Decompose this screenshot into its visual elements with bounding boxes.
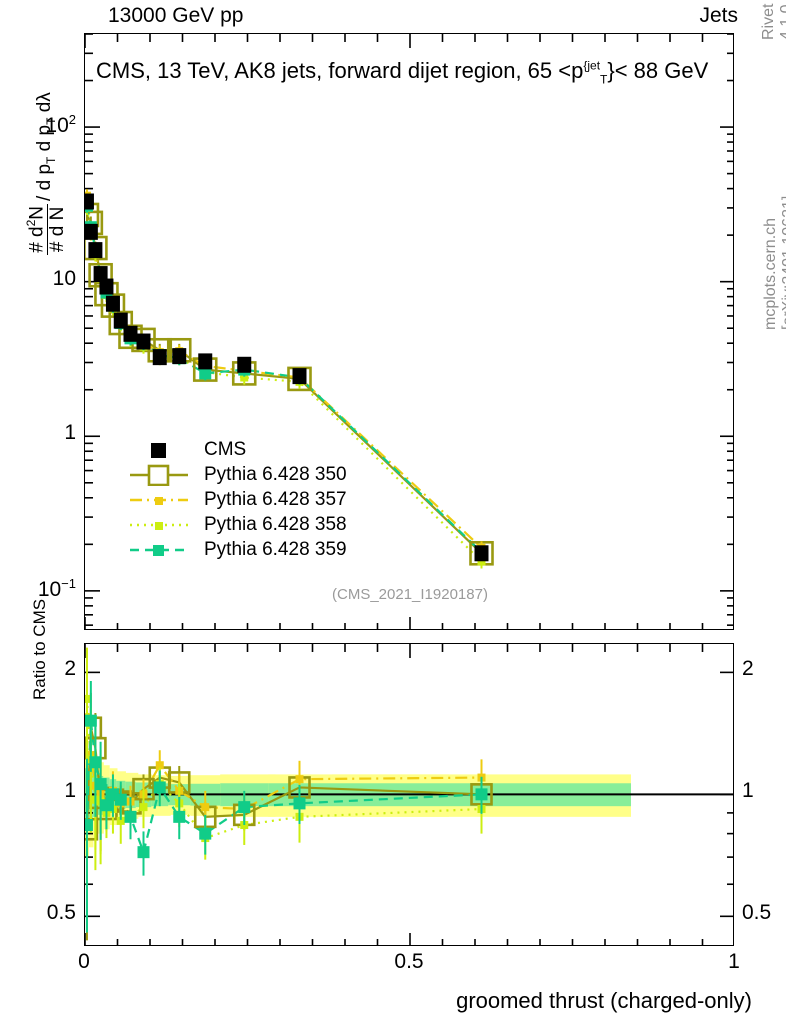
plot-title-suffix: }< 88 GeV (607, 58, 709, 83)
legend-label: CMS (204, 438, 247, 460)
legend-key-icon (128, 489, 190, 511)
main-plot-panel (84, 33, 734, 630)
ratio-tick-label-right-0.5: 0.5 (742, 901, 772, 925)
mcplots-source-label: mcplots.cern.ch [arXiv:2401.10621] (762, 196, 786, 366)
x-tick-label-0: 0 (78, 950, 90, 973)
header-left-label: 13000 GeV pp (108, 4, 244, 27)
plot-title-prefix: CMS, 13 TeV, AK8 jets, forward dijet reg… (96, 58, 584, 83)
plot-title-sub: T (600, 72, 608, 87)
legend: CMS Pythia 6.428 350 Pythia 6.428 357 Pythi… (128, 437, 347, 562)
x-tick-label-0.5: 0.5 (394, 950, 424, 973)
ratio-tick-label-right-2: 2 (742, 657, 754, 681)
ratio-tick-label-right-1: 1 (742, 779, 754, 803)
legend-item-3[interactable]: Pythia 6.428 358 (128, 512, 347, 537)
analysis-watermark: (CMS_2021_I1920187) (332, 586, 488, 603)
ratio-tick-label-left-1: 1 (64, 779, 76, 803)
x-axis-title: groomed thrust (charged-only) (456, 988, 752, 1013)
ratio-tick-label-left-0.5: 0.5 (46, 901, 76, 925)
legend-item-1[interactable]: Pythia 6.428 350 (128, 462, 347, 487)
y-tick-label-1: 1 (64, 421, 76, 445)
legend-label: Pythia 6.428 350 (204, 463, 347, 485)
rivet-version-label: Rivet 4.1.0, ≥ 100k events (760, 0, 786, 130)
y-tick-label-10: 10 (52, 266, 76, 290)
main-plot-canvas (85, 34, 733, 629)
legend-key-icon (128, 539, 190, 561)
x-tick-label-1: 1 (728, 950, 740, 973)
plot-title-sup: {jet (583, 58, 601, 73)
mcplots-source-text: mcplots.cern.ch [arXiv:2401.10621] (762, 195, 786, 330)
y-axis-title: # d2N # d N / d pT d pT dλ (16, 30, 76, 320)
legend-item-0[interactable]: CMS (128, 437, 347, 462)
legend-key-icon (128, 464, 190, 486)
ratio-plot-canvas (85, 644, 733, 945)
y-tick-label-100: 102 (45, 112, 76, 138)
legend-key-icon (128, 514, 190, 536)
ratio-tick-label-left-2: 2 (64, 657, 76, 681)
legend-label: Pythia 6.428 358 (204, 513, 347, 535)
legend-item-4[interactable]: Pythia 6.428 359 (128, 537, 347, 562)
legend-label: Pythia 6.428 357 (204, 488, 347, 510)
plot-title: CMS, 13 TeV, AK8 jets, forward dijet reg… (96, 58, 708, 86)
header-right-label: Jets (699, 4, 738, 27)
legend-label: Pythia 6.428 359 (204, 538, 347, 560)
ratio-axis-title: Ratio to CMS (30, 599, 131, 720)
rivet-version-text: Rivet 4.1.0, ≥ 100k events (760, 0, 786, 40)
legend-key-icon (128, 439, 190, 461)
y-tick-label-0.1: 10−1 (37, 575, 76, 601)
legend-item-2[interactable]: Pythia 6.428 357 (128, 487, 347, 512)
ratio-axis-title-text: Ratio to CMS (30, 598, 49, 700)
ratio-plot-panel (84, 643, 734, 946)
